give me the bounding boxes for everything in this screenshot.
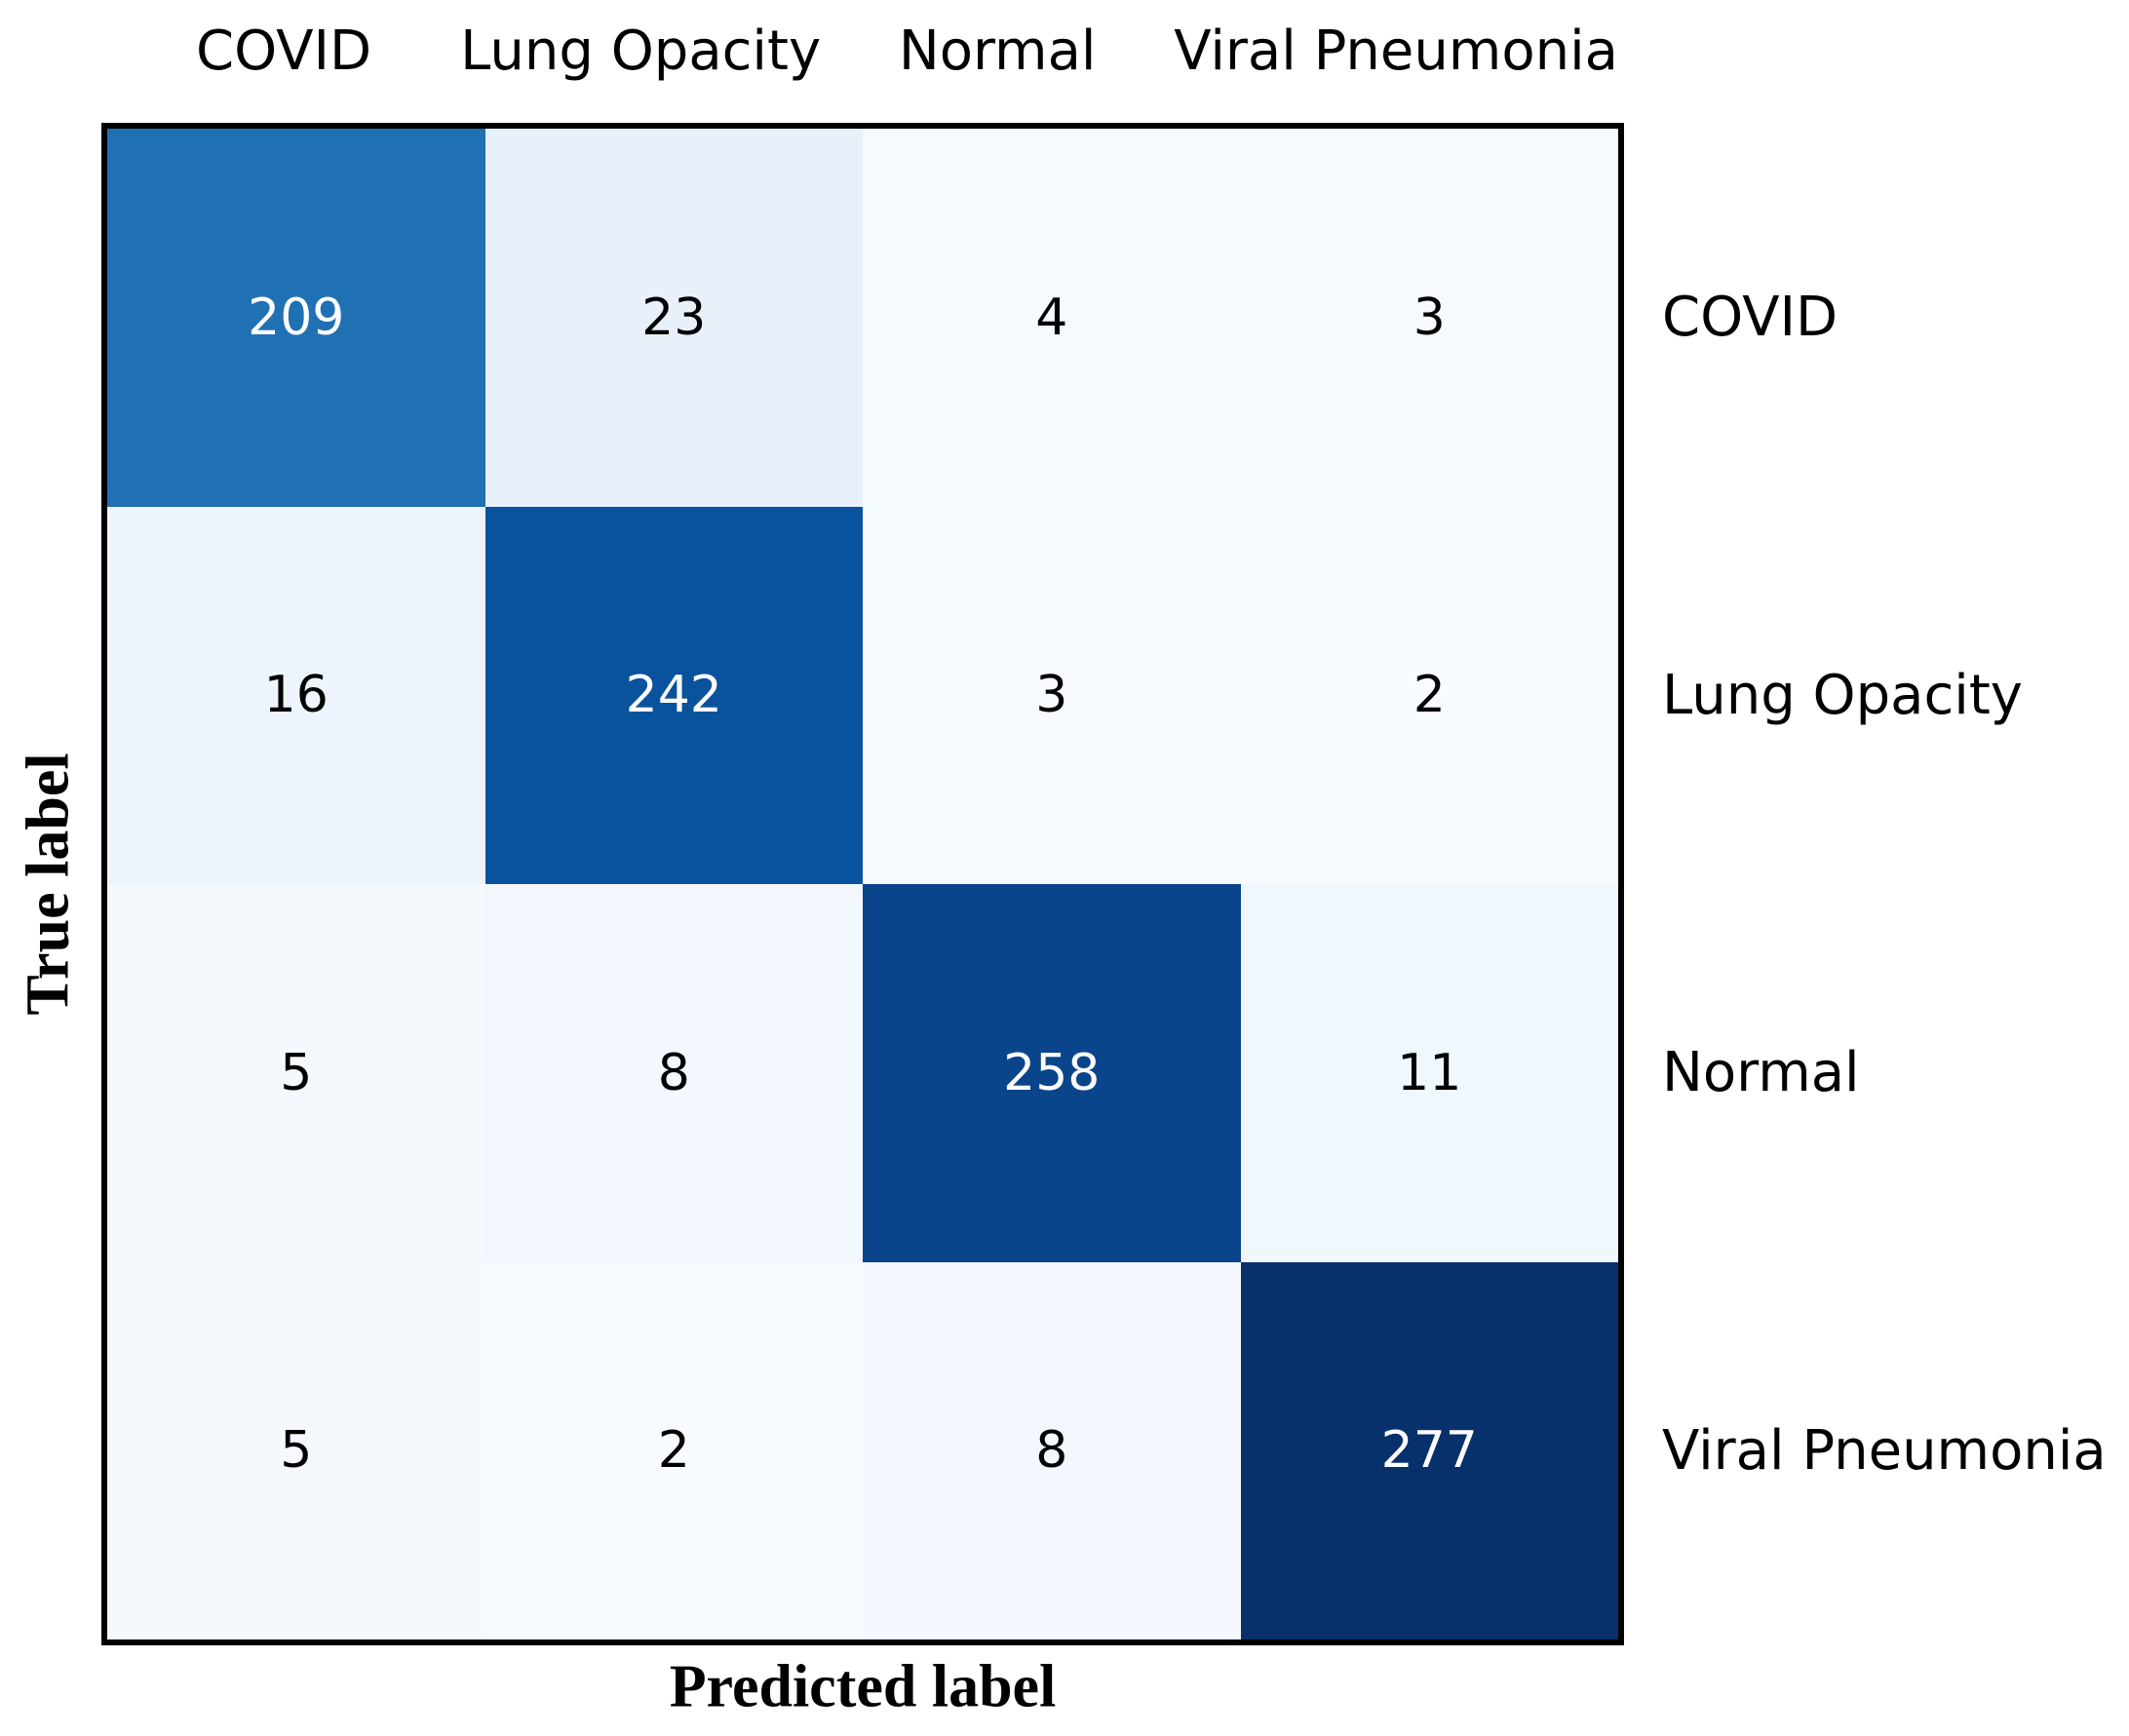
y-axis-label: True label	[15, 752, 82, 1016]
y-tick-labels: COVID Lung Opacity Normal Viral Pneumoni…	[1662, 129, 2129, 1640]
x-tick-label-viral-pneumonia: Viral Pneumonia	[1174, 19, 1618, 83]
y-tick-label-covid: COVID	[1662, 286, 1839, 350]
y-tick-label-viral-pneumonia: Viral Pneumonia	[1662, 1418, 2107, 1483]
matrix-cell: 11	[1240, 884, 1618, 1262]
matrix-cell: 258	[863, 884, 1241, 1262]
matrix-cell: 8	[863, 1261, 1241, 1640]
matrix-cell: 2	[484, 1261, 863, 1640]
matrix-cell: 277	[1240, 1261, 1618, 1640]
x-tick-label-covid: COVID	[196, 19, 372, 83]
x-axis-label: Predicted label	[669, 1653, 1057, 1720]
matrix-cell: 4	[863, 129, 1241, 507]
x-tick-label-lung-opacity: Lung Opacity	[460, 19, 822, 83]
x-tick-label-normal: Normal	[898, 19, 1097, 83]
y-tick-label-lung-opacity: Lung Opacity	[1662, 663, 2023, 727]
heatmap-grid: 209 23 4 3 16 242 3 2 5 8 258 11 5 2 8 2…	[101, 123, 1624, 1645]
matrix-cell: 3	[863, 506, 1241, 884]
matrix-cell: 2	[1240, 506, 1618, 884]
matrix-cell: 16	[107, 506, 485, 884]
matrix-cell: 5	[107, 884, 485, 1262]
matrix-cell: 209	[107, 129, 485, 507]
matrix-cell: 5	[107, 1261, 485, 1640]
matrix-cell: 8	[484, 884, 863, 1262]
y-tick-label-normal: Normal	[1662, 1041, 1860, 1105]
x-tick-labels: COVID Lung Opacity Normal Viral Pneumoni…	[107, 0, 1618, 101]
matrix-cell: 242	[484, 506, 863, 884]
matrix-cell: 23	[484, 129, 863, 507]
matrix-cell: 3	[1240, 129, 1618, 507]
